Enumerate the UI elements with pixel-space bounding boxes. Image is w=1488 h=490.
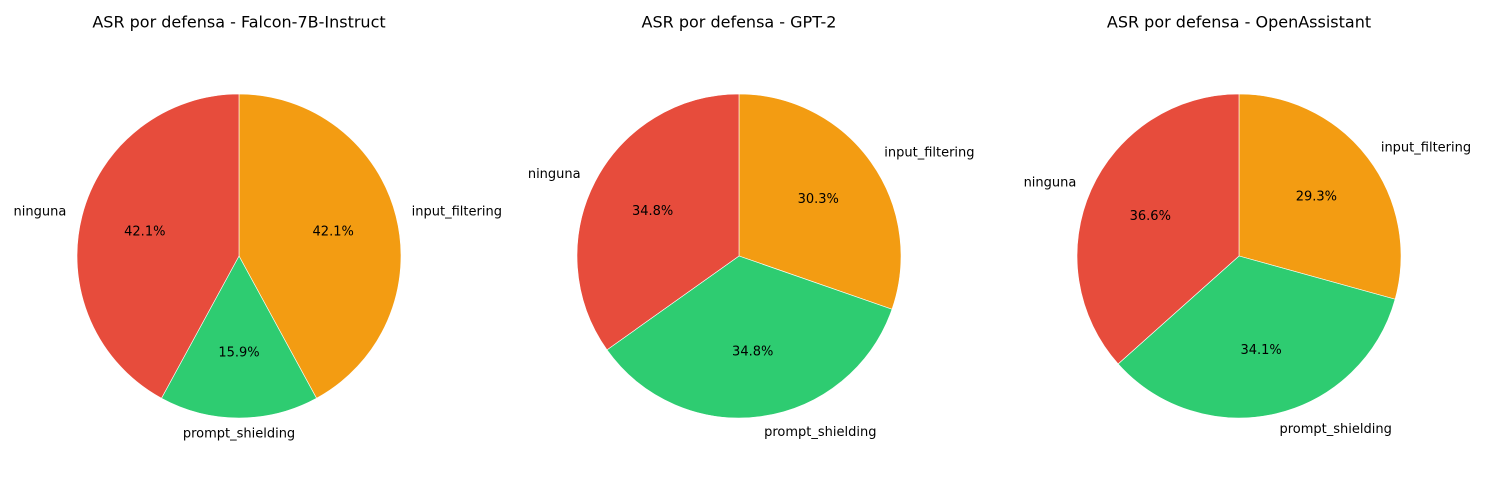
pie-slice-input-filtering — [1238, 93, 1402, 300]
pie-slice-input-filtering — [238, 93, 402, 399]
pie-slice-prompt-shielding — [1117, 255, 1396, 419]
slice-percent-label: 34.1% — [1240, 343, 1281, 358]
pie-chart-2: ASR por defensa - GPT-2 input_filtering 30… — [528, 13, 975, 440]
slice-category-label: input_filtering — [1381, 141, 1471, 156]
slice-category-label: ninguna — [1024, 176, 1077, 191]
pie-slice-ninguna — [1076, 93, 1240, 365]
slice-percent-label: 42.1% — [124, 225, 165, 240]
pie-slice-prompt-shielding — [606, 255, 893, 419]
slice-category-label: prompt_shielding — [764, 425, 876, 440]
slice-category-label: input_filtering — [884, 145, 974, 160]
slice-category-label: ninguna — [14, 205, 67, 220]
chart-title: ASR por defensa - GPT-2 — [642, 13, 837, 32]
slice-percent-label: 36.6% — [1130, 209, 1171, 224]
slice-percent-label: 42.1% — [313, 225, 354, 240]
pie-slice-prompt-shielding — [161, 255, 317, 419]
slice-percent-label: 15.9% — [218, 346, 259, 361]
slice-category-label: prompt_shielding — [1280, 422, 1392, 437]
pie-chart-1: ASR por defensa - Falcon-7B-Instruct inpu… — [14, 13, 502, 442]
pie-slice-ninguna — [76, 93, 240, 399]
slice-category-label: prompt_shielding — [183, 427, 295, 442]
pie-chart-3: ASR por defensa - OpenAssistant input_fil… — [1024, 13, 1472, 438]
slice-category-label: input_filtering — [412, 205, 502, 220]
slice-category-label: ninguna — [528, 167, 581, 182]
slice-percent-label: 29.3% — [1296, 190, 1337, 205]
slice-percent-label: 34.8% — [732, 345, 773, 360]
pie-slice-input-filtering — [738, 93, 902, 310]
chart-title: ASR por defensa - Falcon-7B-Instruct — [92, 13, 385, 32]
chart-title: ASR por defensa - OpenAssistant — [1107, 13, 1371, 32]
slice-percent-label: 34.8% — [632, 204, 673, 219]
pie-slice-ninguna — [576, 93, 740, 351]
slice-percent-label: 30.3% — [798, 192, 839, 207]
